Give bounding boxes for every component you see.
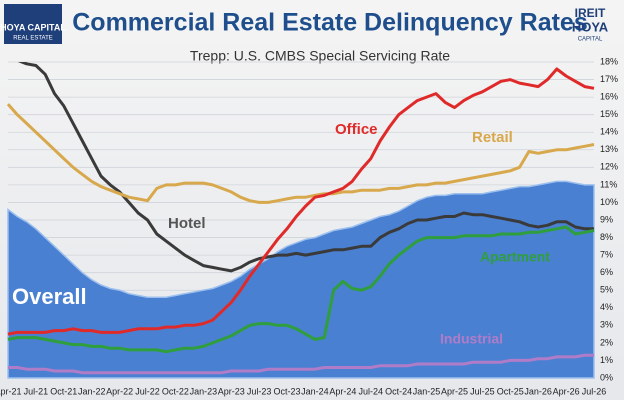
logo-box <box>4 4 62 44</box>
series-label: Apartment <box>480 249 550 265</box>
y-tick-label: 17% <box>600 74 618 84</box>
x-tick-label: Jan-24 <box>301 386 329 396</box>
plot-area <box>6 62 595 379</box>
y-tick-label: 1% <box>600 355 613 365</box>
x-tick-label: Jan-22 <box>78 386 106 396</box>
series-label: Industrial <box>440 331 503 347</box>
y-tick-label: 12% <box>600 162 618 172</box>
series-label: Overall <box>12 284 87 309</box>
logo-left: HOYA CAPITAL REAL ESTATE <box>0 4 66 44</box>
line <box>8 353 594 375</box>
y-tick-label: 14% <box>600 127 618 137</box>
y-tick-label: 4% <box>600 302 613 312</box>
x-tick-label: Oct-25 <box>497 386 524 396</box>
line <box>17 62 594 273</box>
y-tick-label: 13% <box>600 144 618 154</box>
y-tick-label: 9% <box>600 214 613 224</box>
x-tick-label: Oct-22 <box>162 386 189 396</box>
y-tick-label: 3% <box>600 320 613 330</box>
series-label: Retail <box>472 129 513 146</box>
y-tick-label: 16% <box>600 91 618 101</box>
x-tick-label: Jul-24 <box>359 386 384 396</box>
labels: 0% 1% 2% 3% 4% 5% 6% 7% 8% 9% 10% 11% 12% 13% 14% 15% 16… <box>0 56 618 396</box>
logo-text: HOYA <box>572 19 609 34</box>
x-tick-label: Jan-25 <box>413 386 441 396</box>
x-tick-label: Jul-21 <box>24 386 49 396</box>
x-tick-label: Oct-24 <box>385 386 412 396</box>
y-tick-label: 18% <box>600 56 618 66</box>
line <box>6 103 595 204</box>
x-tick-label: Jul-22 <box>135 386 160 396</box>
y-tick-label: 5% <box>600 285 613 295</box>
y-tick-label: 7% <box>600 249 613 259</box>
series-label: Hotel <box>168 215 206 232</box>
x-tick-label: Apr-22 <box>106 386 133 396</box>
x-tick-label: Jul-25 <box>470 386 495 396</box>
x-tick-label: Apr-24 <box>329 386 356 396</box>
line <box>7 67 595 336</box>
x-tick-label: Jul-23 <box>247 386 272 396</box>
x-tick-label: Oct-21 <box>50 386 77 396</box>
x-tick-label: Apr-21 <box>0 386 22 396</box>
x-tick-label: Jul-26 <box>582 386 607 396</box>
x-tick-label: Apr-26 <box>553 386 580 396</box>
y-tick-label: 10% <box>600 197 618 207</box>
chart-title: Commercial Real Estate Delinquency Rates <box>72 9 587 37</box>
line <box>7 225 595 354</box>
x-tick-label: Apr-25 <box>441 386 468 396</box>
x-tick-label: Apr-23 <box>218 386 245 396</box>
series-label: Office <box>335 121 378 138</box>
logo-text: REAL ESTATE <box>13 36 53 42</box>
x-tick-label: Jan-26 <box>524 386 552 396</box>
y-tick-label: 15% <box>600 109 618 119</box>
x-tick-label: Jan-23 <box>190 386 218 396</box>
logo-text: HOYA CAPITAL <box>0 22 66 32</box>
chart-subtitle: Trepp: U.S. CMBS Special Servicing Rate <box>190 48 450 64</box>
y-tick-label: 0% <box>600 372 613 382</box>
x-tick-label: Oct-23 <box>274 386 301 396</box>
y-tick-label: 2% <box>600 337 613 347</box>
y-tick-label: 6% <box>600 267 613 277</box>
y-tick-label: 11% <box>600 179 617 189</box>
logo-text: IREIT <box>575 6 606 20</box>
logo-text: CAPITAL <box>578 37 603 43</box>
y-tick-label: 8% <box>600 232 613 242</box>
logo-right: IREIT HOYA CAPITAL <box>572 6 609 42</box>
